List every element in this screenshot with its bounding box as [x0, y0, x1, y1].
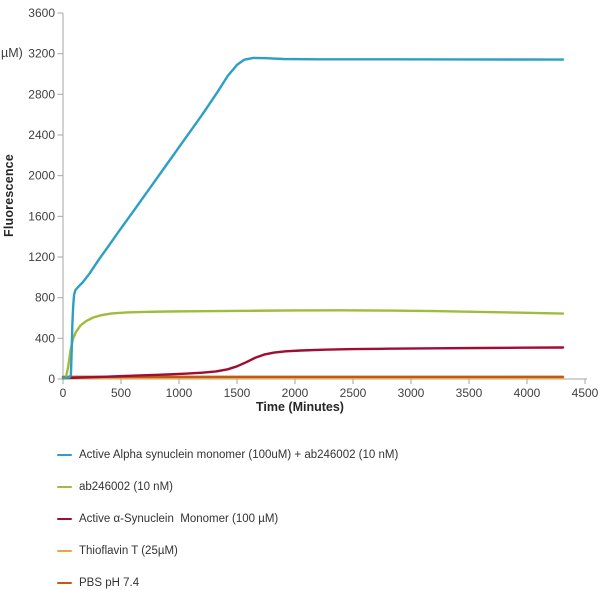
- x-tick-label: 2500: [340, 386, 367, 400]
- x-axis-title: Time (Minutes): [256, 400, 344, 414]
- legend-label: Active Alpha synuclein monomer (100uM) +…: [79, 449, 399, 461]
- legend-item-4: PBS pH 7.4: [57, 576, 398, 590]
- legend-item-3: Thioflavin T (25µM): [57, 544, 398, 558]
- y-tick-label: 0: [48, 372, 55, 386]
- legend-swatch-icon: [57, 581, 72, 585]
- series-line-2: [61, 346, 565, 380]
- legend-label: Thioflavin T (25µM): [79, 545, 178, 557]
- legend-label: ab246002 (10 nM): [79, 481, 173, 493]
- legend-swatch-icon: [57, 517, 72, 521]
- x-tick-label: 4500: [572, 386, 599, 400]
- series-line-1: [61, 309, 565, 380]
- y-tick-label: 800: [35, 291, 55, 305]
- y-tick-label: 400: [35, 331, 55, 345]
- x-tick-label: 3500: [456, 386, 483, 400]
- legend-item-2: Active α-Synuclein Monomer (100 µM): [57, 512, 398, 526]
- x-tick-label: 0: [60, 386, 67, 400]
- x-tick-label: 3000: [398, 386, 425, 400]
- x-tick-label: 2000: [282, 386, 309, 400]
- y-tick-label: 1200: [28, 250, 55, 264]
- x-tick-label: 1000: [166, 386, 193, 400]
- x-tick-label: 1500: [224, 386, 251, 400]
- chart-legend: Active Alpha synuclein monomer (100uM) +…: [57, 448, 398, 600]
- y-tick-label: 3200: [28, 47, 55, 61]
- legend-item-1: ab246002 (10 nM): [57, 480, 398, 494]
- line-chart: 0 400 800 1200 1600 2000 2400 2800 3200 3600 0 500 1…: [28, 6, 599, 400]
- legend-label: Active α-Synuclein Monomer (100 µM): [79, 513, 279, 525]
- x-tick-label: 500: [111, 386, 131, 400]
- legend-item-0: Active Alpha synuclein monomer (100uM) +…: [57, 448, 398, 462]
- y-tick-label: 1600: [28, 209, 55, 223]
- y-tick-label: 2800: [28, 87, 55, 101]
- series-line-0: [61, 56, 565, 380]
- legend-swatch-icon: [57, 549, 72, 553]
- y-axis-unit-label: µM): [1, 46, 23, 60]
- chart-plot-area: 0 400 800 1200 1600 2000 2400 2800 3200 3600 0 500 1…: [28, 6, 599, 400]
- legend-label: PBS pH 7.4: [79, 577, 140, 589]
- y-tick-label: 2400: [28, 128, 55, 142]
- x-tick-label: 4000: [514, 386, 541, 400]
- legend-swatch-icon: [57, 485, 72, 489]
- y-axis-title: Fluorescence: [2, 154, 16, 238]
- legend-swatch-icon: [57, 453, 72, 457]
- y-tick-label: 2000: [28, 169, 55, 183]
- y-tick-label: 3600: [28, 6, 55, 20]
